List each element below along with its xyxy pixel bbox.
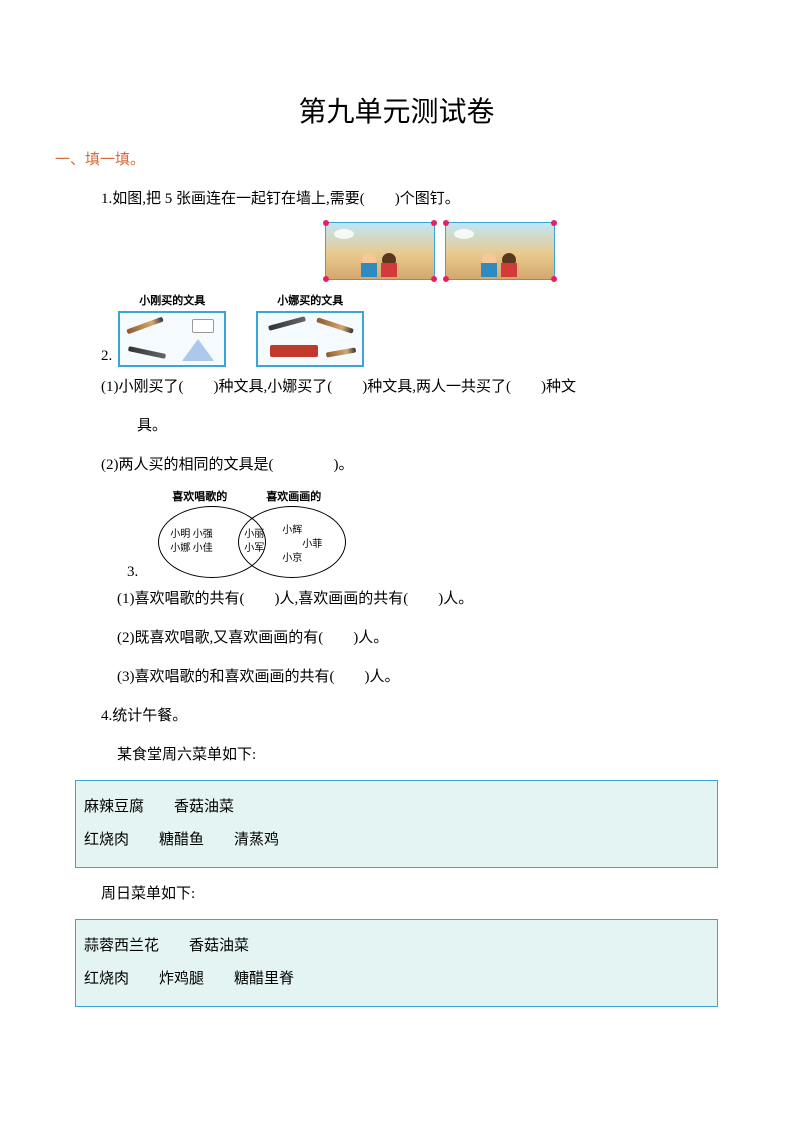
q2-number: 2. [101,345,112,368]
q3-number: 3. [127,561,138,584]
q4-intro1: 某食堂周六菜单如下: [101,739,718,772]
q1-text: 1.如图,把 5 张画连在一起钉在墙上,需要( )个图钉。 [101,183,718,216]
q3-row: 3. 喜欢唱歌的 喜欢画画的 小明 小强 小娜 小佳 小丽 小军 小辉 小菲 小… [127,488,718,583]
q2-sub1b: 具。 [101,410,718,443]
q2-sub1: (1)小刚买了( )种文具,小娜买了( )种文具,两人一共买了( )种文 [101,371,718,404]
venn-label-right: 喜欢画画的 [266,488,321,504]
venn-label-left: 喜欢唱歌的 [172,488,227,504]
page-title: 第九单元测试卷 [75,90,718,130]
supplies-right-group: 小娜买的文具 [256,292,364,367]
menu-sunday: 蒜蓉西兰花 香菇油菜 红烧肉 炸鸡腿 糖醋里脊 [75,919,718,1007]
supplies-left-group: 小刚买的文具 [118,292,226,367]
q3-sub3: (3)喜欢唱歌的和喜欢画画的共有( )人。 [117,661,718,694]
menu2-line1: 蒜蓉西兰花 香菇油菜 [84,930,709,963]
painting-2 [445,222,555,280]
q1-images [161,222,718,280]
venn-right-names: 小辉 小菲 小京 [282,524,322,566]
section-1-header: 一、填一填。 [55,148,718,169]
q3-sub2: (2)既喜欢唱歌,又喜欢画画的有( )人。 [117,622,718,655]
menu2-line2: 红烧肉 炸鸡腿 糖醋里脊 [84,963,709,996]
venn-diagram: 喜欢唱歌的 喜欢画画的 小明 小强 小娜 小佳 小丽 小军 小辉 小菲 小京 [148,488,368,583]
menu1-line2: 红烧肉 糖醋鱼 清蒸鸡 [84,824,709,857]
q4-title: 4.统计午餐。 [101,700,718,733]
q4-intro2: 周日菜单如下: [101,878,718,911]
painting-1 [325,222,435,280]
supplies-right-label: 小娜买的文具 [256,292,364,308]
q2-row: 2. 小刚买的文具 小娜买的文具 [101,286,718,367]
supplies-left-box [118,311,226,367]
q2-sub2: (2)两人买的相同的文具是( )。 [101,449,718,482]
menu-saturday: 麻辣豆腐 香菇油菜 红烧肉 糖醋鱼 清蒸鸡 [75,780,718,868]
menu1-line1: 麻辣豆腐 香菇油菜 [84,791,709,824]
venn-mid-names: 小丽 小军 [244,528,264,556]
supplies-left-label: 小刚买的文具 [118,292,226,308]
venn-left-names: 小明 小强 小娜 小佳 [170,528,213,556]
q3-sub1: (1)喜欢唱歌的共有( )人,喜欢画画的共有( )人。 [117,583,718,616]
supplies-right-box [256,311,364,367]
